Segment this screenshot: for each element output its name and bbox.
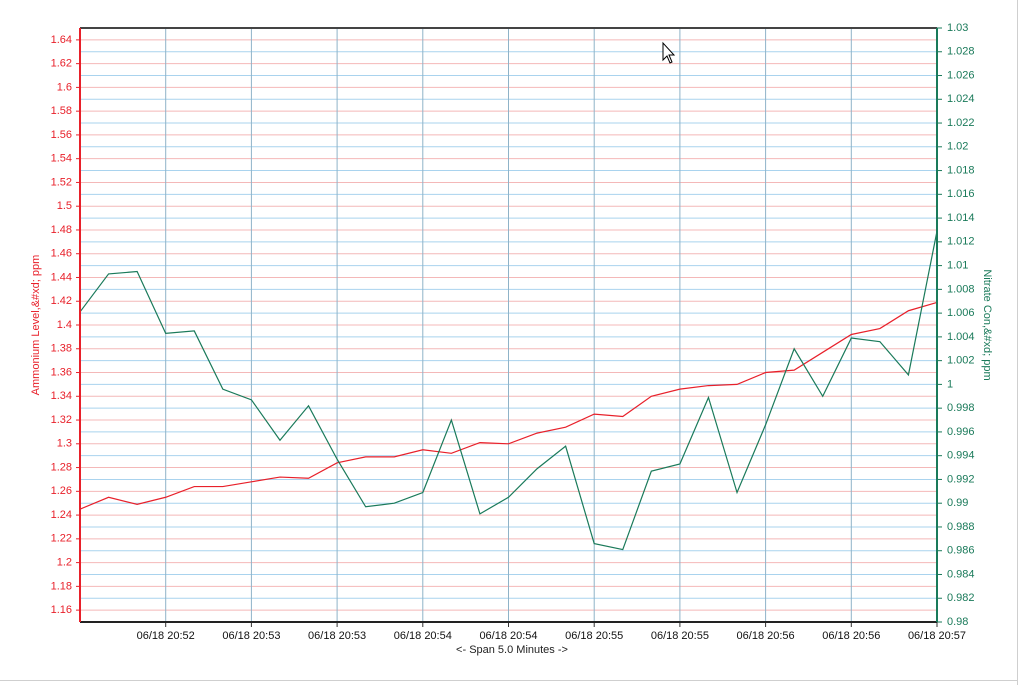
y-tick-label: 1.56 <box>51 129 72 141</box>
x-tick-label: 06/18 20:56 <box>822 630 880 642</box>
y2-tick-label: 0.982 <box>947 592 975 604</box>
y-tick-label: 1.54 <box>51 153 72 165</box>
y-tick-label: 1.32 <box>51 414 72 426</box>
y-tick-label: 1.52 <box>51 176 72 188</box>
x-tick-label: 06/18 20:54 <box>394 630 452 642</box>
y2-axis-label: Nitrate Con,&#xd; ppm <box>981 269 993 380</box>
y2-tick-label: 0.984 <box>947 568 975 580</box>
y-tick-label: 1.38 <box>51 343 72 355</box>
y-tick-label: 1.26 <box>51 485 72 497</box>
y-tick-label: 1.64 <box>51 34 72 46</box>
y-tick-label: 1.4 <box>57 319 72 331</box>
y2-tick-label: 1.01 <box>947 260 968 272</box>
y-tick-label: 1.18 <box>51 580 72 592</box>
y2-tick-label: 0.986 <box>947 545 975 557</box>
y-tick-label: 1.3 <box>57 438 72 450</box>
y2-tick-label: 1.022 <box>947 117 975 129</box>
y-tick-label: 1.6 <box>57 81 72 93</box>
y2-tick-label: 1 <box>947 378 953 390</box>
y2-tick-label: 1.018 <box>947 164 975 176</box>
y2-tick-label: 1.026 <box>947 69 975 81</box>
y2-tick-label: 1.024 <box>947 93 975 105</box>
x-tick-label: 06/18 20:53 <box>308 630 366 642</box>
y2-tick-label: 1.016 <box>947 188 975 200</box>
y2-tick-label: 1.008 <box>947 283 975 295</box>
y2-tick-label: 0.988 <box>947 521 975 533</box>
y2-tick-label: 1.03 <box>947 22 968 34</box>
y-tick-label: 1.16 <box>51 604 72 616</box>
y-tick-label: 1.5 <box>57 200 72 212</box>
y-tick-label: 1.36 <box>51 366 72 378</box>
y-tick-label: 1.34 <box>51 390 72 402</box>
data-line <box>79 301 938 510</box>
mouse-cursor <box>662 41 676 64</box>
y-tick-label: 1.42 <box>51 295 72 307</box>
x-tick-label: 06/18 20:57 <box>908 630 966 642</box>
y2-tick-label: 0.996 <box>947 426 975 438</box>
x-tick-label: 06/18 20:53 <box>222 630 280 642</box>
y2-tick-label: 0.99 <box>947 497 968 509</box>
y-tick-label: 1.28 <box>51 461 72 473</box>
y2-tick-label: 1.006 <box>947 307 975 319</box>
y-tick-label: 1.24 <box>51 509 72 521</box>
y2-tick-label: 0.98 <box>947 616 968 628</box>
y2-tick-label: 1.02 <box>947 141 968 153</box>
y-axis-label: Ammonium Level,&#xd; ppm <box>30 255 42 396</box>
x-tick-label: 06/18 20:56 <box>737 630 795 642</box>
x-axis-label: <- Span 5.0 Minutes -> <box>456 644 568 656</box>
y-tick-label: 1.44 <box>51 271 72 283</box>
x-tick-label: 06/18 20:55 <box>565 630 623 642</box>
x-tick-label: 06/18 20:55 <box>651 630 709 642</box>
data-line <box>79 231 938 551</box>
y-tick-label: 1.62 <box>51 58 72 70</box>
y2-tick-label: 0.994 <box>947 450 975 462</box>
y-tick-label: 1.22 <box>51 533 72 545</box>
y2-tick-label: 1.004 <box>947 331 975 343</box>
x-tick-label: 06/18 20:52 <box>137 630 195 642</box>
y2-tick-label: 0.992 <box>947 473 975 485</box>
y-tick-label: 1.48 <box>51 224 72 236</box>
axes: 1.16 1.18 1.2 1.22 1.24 1.26 1.28 1.3 1.32 1.34 1.… <box>51 22 975 642</box>
plot-lines <box>79 231 938 551</box>
y-tick-label: 1.2 <box>57 557 72 569</box>
y2-tick-label: 1.014 <box>947 212 975 224</box>
x-tick-label: 06/18 20:54 <box>479 630 537 642</box>
y2-tick-label: 1.012 <box>947 236 975 248</box>
y-tick-label: 1.58 <box>51 105 72 117</box>
y2-tick-label: 1.028 <box>947 46 975 58</box>
y-tick-label: 1.46 <box>51 248 72 260</box>
y2-tick-label: 1.002 <box>947 355 975 367</box>
y2-tick-label: 0.998 <box>947 402 975 414</box>
